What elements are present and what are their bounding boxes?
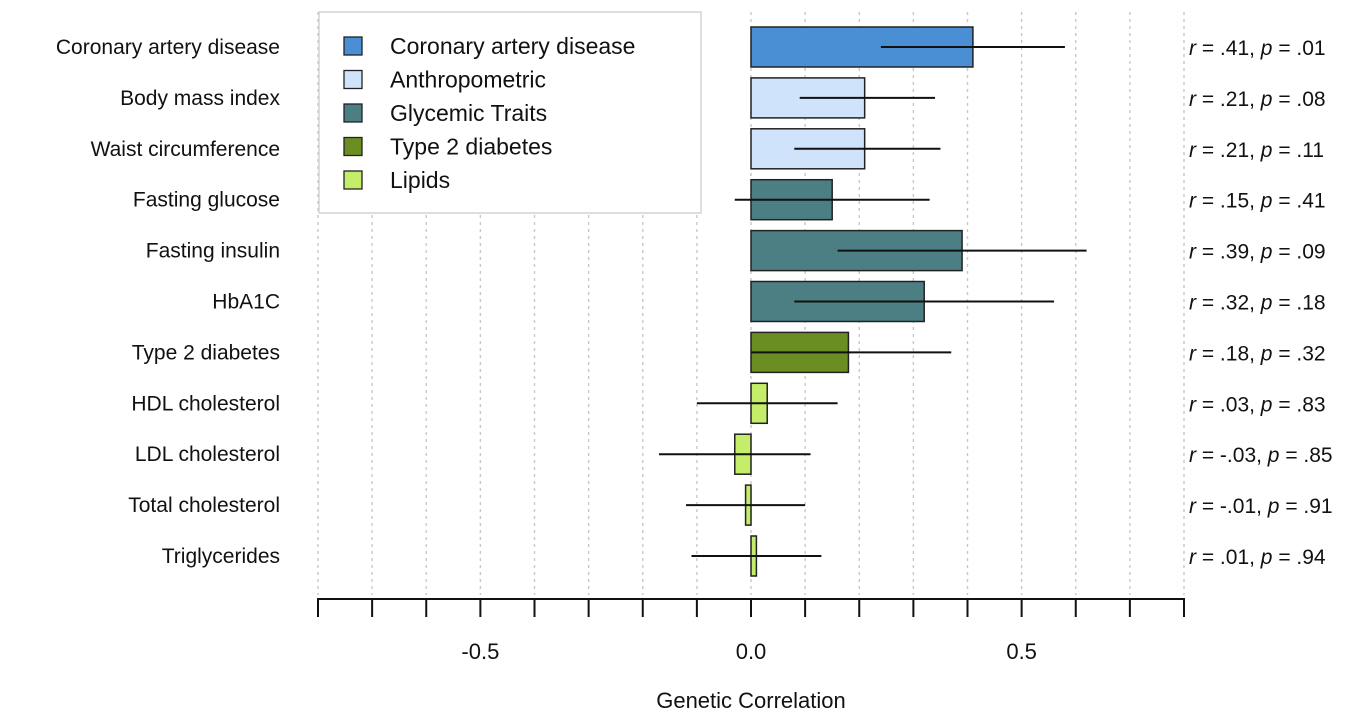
stat-label: r = .01, p = .94 — [1189, 546, 1326, 569]
stat-label: r = .21, p = .08 — [1189, 88, 1326, 111]
legend-swatch — [343, 103, 363, 123]
legend-swatch — [343, 36, 363, 56]
category-label: Total cholesterol — [128, 494, 280, 517]
stat-label: r = .39, p = .09 — [1189, 241, 1326, 264]
legend: Coronary artery disease Anthropometric Gly… — [318, 11, 702, 214]
legend-label: Glycemic Traits — [390, 100, 547, 126]
category-label: LDL cholesterol — [135, 443, 280, 466]
category-label: Type 2 diabetes — [132, 341, 280, 364]
category-labels: Coronary artery disease Body mass index Wa… — [56, 36, 281, 568]
stat-labels: r = .41, p = .01 r = .21, p = .08 r = .21,… — [1189, 37, 1333, 569]
legend-swatch — [343, 170, 363, 190]
legend-label: Anthropometric — [390, 67, 546, 93]
legend-box — [318, 11, 702, 214]
legend-swatch — [343, 136, 363, 157]
stat-label: r = .18, p = .32 — [1189, 342, 1326, 365]
stat-label: r = .21, p = .11 — [1189, 139, 1324, 162]
category-label: Fasting insulin — [146, 240, 280, 263]
legend-label: Lipids — [390, 167, 450, 193]
legend-label: Type 2 diabetes — [390, 134, 552, 160]
x-tick-label: 0.5 — [1006, 639, 1037, 664]
gridlines — [317, 12, 1185, 595]
x-tick-label: 0.0 — [736, 639, 767, 664]
legend-swatch — [343, 69, 363, 90]
legend-label: Coronary artery disease — [390, 33, 635, 59]
stat-label: r = .03, p = .83 — [1189, 393, 1326, 416]
category-label: Fasting glucose — [133, 189, 280, 212]
stat-label: r = .15, p = .41 — [1189, 190, 1326, 213]
category-label: Coronary artery disease — [56, 36, 280, 59]
x-tick-label: -0.5 — [461, 639, 499, 664]
stat-label: r = -.01, p = .91 — [1189, 495, 1333, 518]
stat-label: r = -.03, p = .85 — [1189, 444, 1333, 467]
stat-label: r = .32, p = .18 — [1189, 292, 1326, 315]
error-bars — [658, 46, 1087, 557]
stat-label: r = .41, p = .01 — [1189, 37, 1326, 60]
category-label: HDL cholesterol — [131, 392, 280, 415]
category-label: Triglycerides — [162, 545, 280, 568]
x-axis-title: Genetic Correlation — [656, 688, 846, 713]
x-axis: -0.5 0.0 0.5 — [317, 598, 1185, 664]
category-label: Waist circumference — [91, 138, 280, 161]
category-label: Body mass index — [120, 87, 280, 110]
category-label: HbA1C — [212, 291, 280, 314]
